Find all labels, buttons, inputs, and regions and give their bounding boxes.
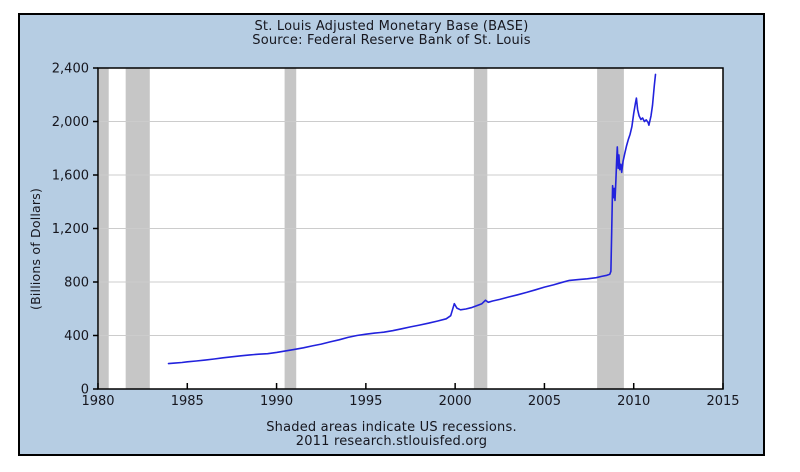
recession-note: Shaded areas indicate US recessions. (266, 420, 517, 435)
chart-title-block: St. Louis Adjusted Monetary Base (BASE) … (20, 20, 763, 47)
chart-title: St. Louis Adjusted Monetary Base (BASE) (254, 19, 529, 34)
chart-frame: St. Louis Adjusted Monetary Base (BASE) … (18, 13, 765, 456)
y-axis-label: (Billions of Dollars) (28, 187, 43, 310)
chart-subtitle: Source: Federal Reserve Bank of St. Loui… (252, 32, 531, 48)
source-credit: 2011 research.stlouisfed.org (295, 433, 488, 449)
chart-footer-block: Shaded areas indicate US recessions. 201… (20, 421, 763, 448)
